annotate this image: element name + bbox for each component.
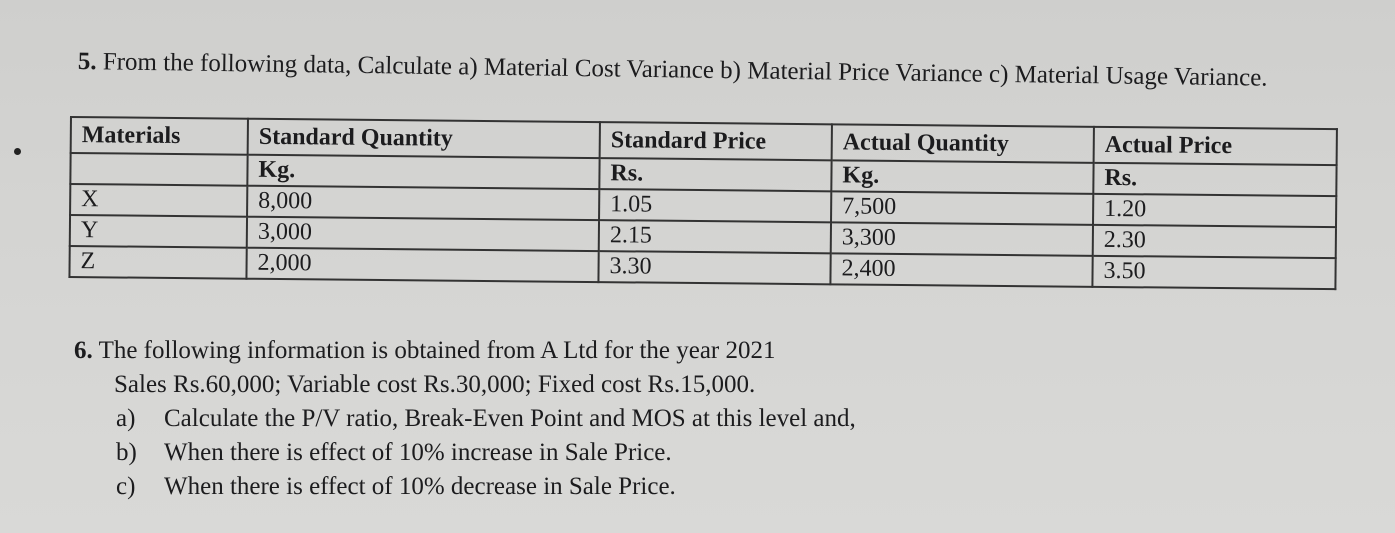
question-number: 6.	[74, 337, 93, 364]
unit-cell	[70, 153, 248, 186]
question-heading: 6. The following information is obtained…	[74, 334, 1074, 368]
table-cell: 3.30	[598, 251, 831, 285]
question-text: From the following data, Calculate a) Ma…	[102, 48, 1268, 92]
header-standard-price: Standard Price	[599, 122, 832, 161]
table-cell: 2.15	[598, 220, 832, 254]
table-cell: Y	[69, 215, 248, 248]
header-actual-price: Actual Price	[1093, 126, 1337, 166]
header-materials: Materials	[70, 117, 248, 155]
unit-cell: Kg.	[831, 160, 1094, 194]
header-actual-quantity: Actual Quantity	[831, 124, 1094, 163]
question-text: The following information is obtained fr…	[98, 337, 776, 364]
table-cell: 2.30	[1092, 224, 1336, 259]
materials-table: Materials Standard Quantity Standard Pri…	[68, 116, 1337, 290]
header-standard-quantity: Standard Quantity	[247, 118, 600, 159]
table-cell: 3,000	[246, 216, 600, 252]
question-details: Sales Rs.60,000; Variable cost Rs.30,000…	[114, 371, 756, 398]
table-cell: 2,000	[246, 247, 599, 283]
table-cell: 7,500	[831, 191, 1094, 225]
question-part-a: a) Calculate the P/V ratio, Break-Even Po…	[74, 402, 1074, 436]
question-part-c: c) When there is effect of 10% decrease i…	[74, 470, 1074, 504]
table-cell: 2,400	[830, 253, 1093, 287]
bullet-dot	[14, 148, 21, 155]
unit-cell: Rs.	[1093, 162, 1337, 197]
table-cell: X	[70, 184, 248, 217]
part-label: a)	[116, 405, 136, 432]
part-text: When there is effect of 10% increase in …	[164, 439, 672, 466]
part-label: b)	[116, 439, 137, 466]
table-cell: 3.50	[1092, 255, 1336, 290]
part-text: When there is effect of 10% decrease in …	[164, 473, 676, 500]
table-cell: Z	[69, 246, 247, 279]
table-cell: 1.05	[599, 189, 832, 223]
unit-cell: Rs.	[599, 158, 832, 192]
question-6: 6. The following information is obtained…	[74, 334, 1074, 504]
question-5: 5. From the following data, Calculate a)…	[78, 48, 1353, 93]
table-cell: 1.20	[1093, 193, 1337, 228]
part-label: c)	[116, 473, 136, 500]
unit-cell: Kg.	[247, 154, 600, 190]
question-number: 5.	[77, 48, 97, 76]
part-text: Calculate the P/V ratio, Break-Even Poin…	[164, 405, 856, 432]
table-cell: 3,300	[830, 222, 1094, 256]
question-part-b: b) When there is effect of 10% increase i…	[74, 436, 1074, 470]
table-cell: 8,000	[247, 185, 600, 221]
